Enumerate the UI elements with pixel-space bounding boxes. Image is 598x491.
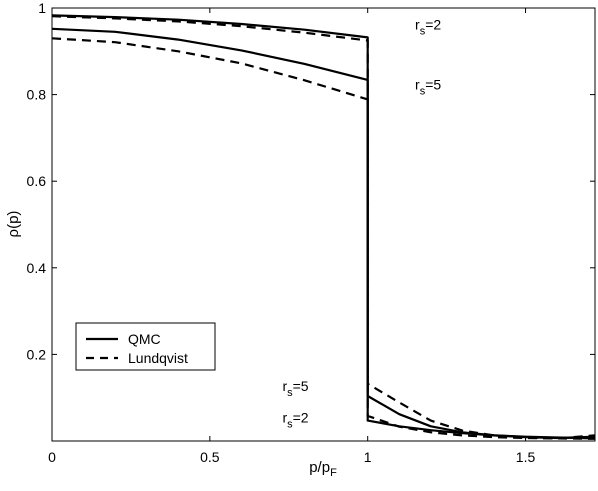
- series-line-qmc-0: [51, 14, 596, 440]
- annotation-rs-2: rs=5: [282, 378, 308, 399]
- series-line-qmc-2: [51, 27, 596, 440]
- legend-box: [75, 322, 216, 371]
- y-tick-label: 0.8: [27, 87, 47, 103]
- series-group: [51, 14, 596, 440]
- legend-label-lundqvist: Lundqvist: [128, 350, 188, 366]
- plot-frame: [51, 7, 596, 442]
- legend: QMC Lundqvist: [75, 322, 216, 371]
- y-tick-label: 0.6: [27, 173, 47, 189]
- legend-label-qmc: QMC: [128, 331, 161, 347]
- annotations: rs=2 rs=5 rs=5 rs=2: [282, 17, 441, 431]
- annotation-rs-0: rs=2: [415, 17, 441, 38]
- y-tick-label: 1: [38, 0, 46, 16]
- ticks: 0 0.5 1 1.5 0.2 0.4 0.6 0.8 1: [27, 0, 595, 465]
- annotation-rs-1: rs=5: [415, 76, 441, 97]
- series-line-lundqvist-1: [51, 15, 596, 440]
- y-axis-label: ρ(p): [5, 211, 22, 238]
- y-tick-label: 0.2: [27, 346, 47, 362]
- series-line-lundqvist-3: [51, 37, 596, 440]
- x-tick-label: 0: [48, 449, 56, 465]
- x-tick-label: 1.5: [516, 449, 536, 465]
- y-tick-label: 0.4: [27, 260, 47, 276]
- x-tick-label: 0.5: [200, 449, 220, 465]
- x-tick-label: 1: [364, 449, 372, 465]
- annotation-rs-3: rs=2: [282, 409, 308, 430]
- x-axis-label: p/pF: [309, 459, 337, 479]
